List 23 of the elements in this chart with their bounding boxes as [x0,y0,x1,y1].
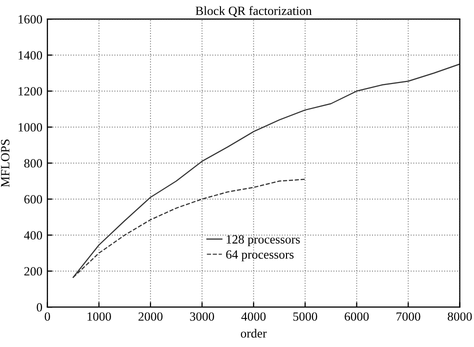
y-tick-label: 600 [24,195,42,204]
x-tick-label: 8000 [448,312,472,321]
x-tick-label: 7000 [396,312,420,321]
y-axis-title: MFLOPS [1,140,10,188]
x-tick-label: 0 [44,312,50,321]
x-tick-label: 3000 [190,312,214,321]
y-tick-label: 800 [24,159,42,168]
y-tick-label: 1200 [18,87,42,96]
legend-label: 64 processors [226,250,294,262]
y-tick-label: 1600 [18,15,42,24]
chart-title: Block QR factorization [196,6,312,17]
x-tick-label: 6000 [344,312,369,321]
y-tick-label: 200 [24,267,42,276]
legend-label: 128 processors [226,235,300,246]
y-tick-label: 1000 [18,123,42,132]
x-tick-label: 4000 [241,312,266,321]
x-tick-label: 5000 [293,312,318,321]
y-tick-label: 400 [24,231,42,240]
y-tick-label: 0 [36,303,42,312]
x-tick-label: 1000 [88,312,111,321]
y-tick-label: 1400 [18,51,42,60]
x-tick-label: 2000 [138,312,163,321]
x-axis-title: order [240,328,267,338]
